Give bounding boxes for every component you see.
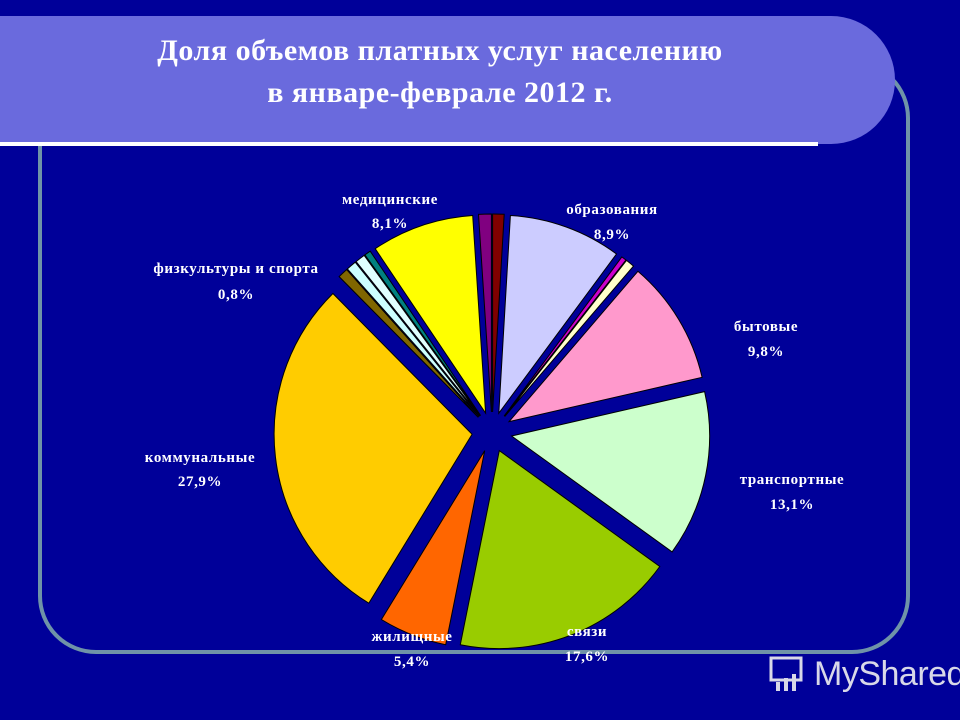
slice-label-communication: связи (567, 624, 607, 640)
watermark: MyShared (768, 652, 960, 696)
slice-pct-household: 9,8% (748, 344, 784, 360)
slice-pct-sport: 0,8% (218, 287, 254, 303)
pie-slice-6 (459, 449, 661, 650)
presentation-icon (769, 656, 803, 691)
slice-label-communal: коммунальные (145, 450, 255, 466)
pie-slice-1 (498, 214, 618, 415)
chart-title-line-1: Доля объемов платных услуг населению (157, 34, 723, 67)
pie-slice-8 (273, 292, 473, 604)
slice-pct-education: 8,9% (594, 227, 630, 243)
pie-slice-5 (510, 391, 711, 553)
pie-slice-minor-2 (503, 256, 627, 417)
slice-label-medical: медицинские (342, 192, 438, 208)
pie-slice-4 (507, 270, 703, 423)
slice-label-household: бытовые (734, 319, 798, 335)
slice-label-housing: жилищные (371, 629, 452, 645)
slice-label-education: образования (566, 202, 658, 218)
pie-slice-7 (380, 450, 486, 646)
pie-slice-minor-9 (338, 268, 479, 418)
slice-pct-housing: 5,4% (394, 654, 430, 670)
slice-pct-transport: 13,1% (770, 497, 814, 513)
pie-slice-minor-14 (477, 213, 492, 413)
pie-slice-minor-10 (346, 261, 480, 418)
slice-pct-communication: 17,6% (565, 649, 609, 665)
chart-title-line-2: в январе-феврале 2012 г. (267, 76, 613, 109)
pie-slice-11 (355, 254, 481, 417)
watermark-text: MyShared (814, 654, 960, 693)
title-banner (0, 16, 895, 146)
pie-slice-minor-0 (492, 213, 505, 413)
pie-slice-minor-12 (364, 250, 482, 416)
slice-pct-medical: 8,1% (372, 216, 408, 232)
slice-label-sport: физкультуры и спорта (153, 261, 318, 277)
slice-pct-communal: 27,9% (178, 474, 222, 490)
title-underline (0, 142, 818, 146)
pie-slice-13 (374, 214, 487, 415)
pie-slice-minor-3 (504, 259, 635, 417)
slice-label-transport: транспортные (740, 472, 845, 488)
